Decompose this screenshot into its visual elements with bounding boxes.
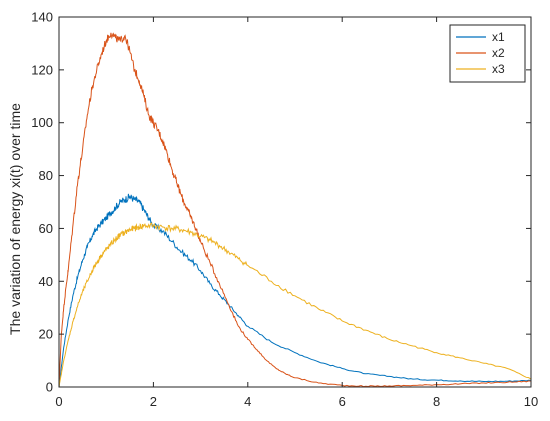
x-tick-label: 0 [55, 394, 62, 409]
series-line-x2 [58, 32, 532, 388]
y-axis-title: The variation of energy xi(t) over time [7, 103, 23, 335]
y-tick-label: 40 [39, 274, 53, 289]
series-line-x1 [58, 193, 532, 388]
y-tick-label: 120 [31, 62, 53, 77]
plot-frame [58, 16, 532, 388]
legend-label-x1: x1 [492, 30, 505, 44]
y-tick-label: 0 [46, 380, 53, 395]
series-line-x3 [58, 222, 532, 388]
y-tick-label: 60 [39, 221, 53, 236]
y-tick-label: 20 [39, 327, 53, 342]
x-tick-label: 10 [524, 394, 538, 409]
y-tick-label: 100 [31, 115, 53, 130]
legend: x1 x2 x3 [449, 24, 526, 83]
x-tick-label: 8 [433, 394, 440, 409]
y-axis-title-group: The variation of energy xi(t) over time [7, 103, 23, 335]
y-tick-label: 140 [31, 10, 53, 25]
x-tick-label: 6 [339, 394, 346, 409]
x-tick-label: 4 [244, 394, 251, 409]
legend-label-x2: x2 [492, 46, 505, 60]
y-tick-label: 80 [39, 168, 53, 183]
plot-layer [58, 32, 532, 388]
legend-label-x3: x3 [492, 62, 505, 76]
x-tick-label: 2 [150, 394, 157, 409]
